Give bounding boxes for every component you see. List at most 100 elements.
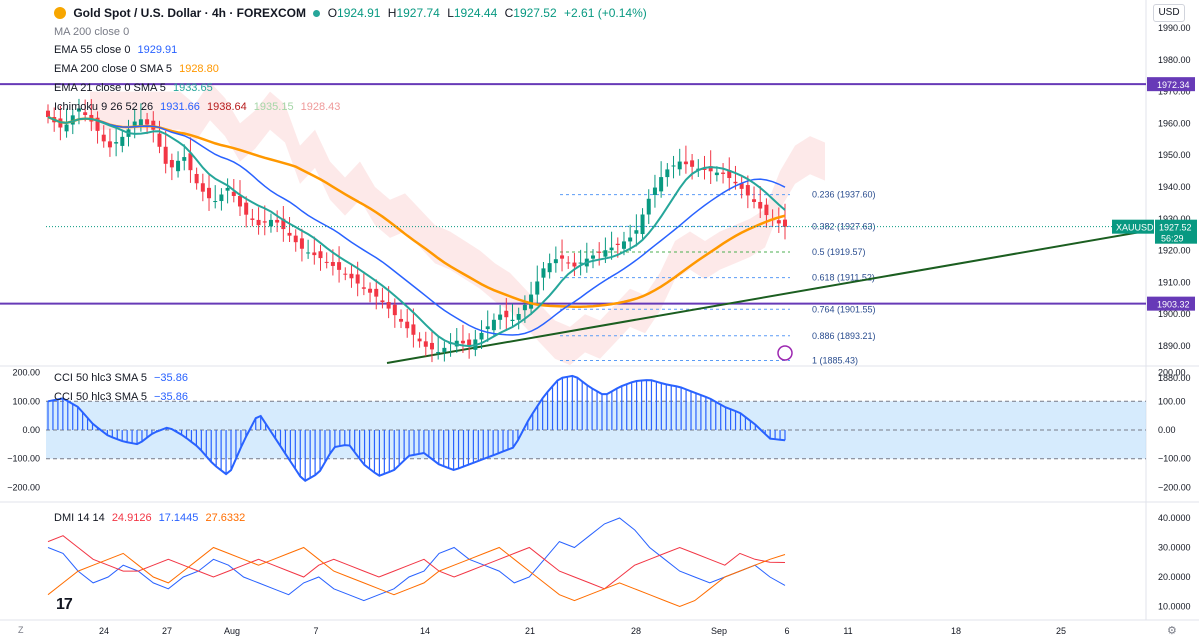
cci-tick-label-left: 100.00 <box>12 396 40 406</box>
candle-body <box>479 332 484 340</box>
ema21-name: EMA 21 close 0 SMA 5 <box>54 82 166 94</box>
candle-body <box>498 314 503 320</box>
candle-body <box>324 261 329 263</box>
candle-body <box>436 351 441 354</box>
price-tick-label: 1890.00 <box>1158 341 1191 351</box>
candle-body <box>337 262 342 270</box>
candle-body <box>510 319 515 322</box>
ichimoku-cloud <box>90 82 825 366</box>
cci2-name: CCI 50 hlc3 SMA 5 <box>54 391 147 403</box>
candle-body <box>535 281 540 295</box>
ema55-legend[interactable]: EMA 55 close 0 1929.91 <box>54 44 181 56</box>
price-tick-label: 1920.00 <box>1158 246 1191 256</box>
dmi-value-3: 27.6332 <box>205 512 246 524</box>
candle-body <box>231 191 236 196</box>
horizontal-level-tag <box>1147 77 1195 92</box>
candle-body <box>306 252 311 254</box>
ema21-legend[interactable]: EMA 21 close 0 SMA 5 1933.65 <box>54 82 217 94</box>
c-value: 1927.52 <box>513 6 557 20</box>
cci-tick-label-left: 0.00 <box>22 425 40 435</box>
candle-body <box>733 181 738 184</box>
cci-tick-label-left: −200.00 <box>7 482 40 492</box>
cci-legend-1[interactable]: CCI 50 hlc3 SMA 5 −35.86 <box>54 372 192 384</box>
market-status-icon <box>313 10 321 17</box>
time-tick-label: 27 <box>162 626 172 636</box>
price-tick-label: 1880.00 <box>1158 373 1191 383</box>
candle-body <box>621 241 626 249</box>
timezone-button[interactable]: Z <box>18 625 24 635</box>
ema200-legend[interactable]: EMA 200 close 0 SMA 5 1928.80 <box>54 63 223 75</box>
ema200-name: EMA 200 close 0 SMA 5 <box>54 63 173 75</box>
o-value: 1924.91 <box>337 6 381 20</box>
candle-body <box>652 187 657 195</box>
symbol-title[interactable]: Gold Spot / U.S. Dollar · 4h · FOREXCOM <box>73 6 307 20</box>
c-label: C <box>504 6 514 20</box>
ichimoku-legend[interactable]: Ichimoku 9 26 52 26 1931.66 1938.64 1935… <box>54 101 344 113</box>
cci-legend-2[interactable]: CCI 50 hlc3 SMA 5 −35.86 <box>54 391 192 403</box>
price-tick-label: 1910.00 <box>1158 277 1191 287</box>
tradingview-logo[interactable]: 17 <box>56 596 73 613</box>
price-tick-label: 1940.00 <box>1158 182 1191 192</box>
candle-body <box>783 219 787 227</box>
candle-body <box>343 273 348 275</box>
candle-body <box>349 273 354 279</box>
ma200-legend[interactable]: MA 200 close 0 <box>54 26 133 38</box>
ema21-value: 1933.65 <box>172 82 213 94</box>
candle-body <box>405 321 410 329</box>
dmi-name: DMI 14 14 <box>54 512 105 524</box>
candle-body <box>318 251 323 259</box>
candle-body <box>46 110 50 118</box>
candle-body <box>603 250 608 257</box>
candle-body <box>76 108 81 112</box>
horizontal-level-tag <box>1147 296 1195 311</box>
cci1-name: CCI 50 hlc3 SMA 5 <box>54 372 147 384</box>
candle-body <box>683 161 688 165</box>
candle-body <box>739 183 744 189</box>
countdown-label: 56:29 <box>1161 234 1184 244</box>
adx-line <box>47 546 786 608</box>
gear-icon[interactable]: ⚙ <box>1167 625 1177 637</box>
candle-body <box>64 124 69 132</box>
h-value: 1927.74 <box>396 6 440 20</box>
cci-tick-label: −200.00 <box>1158 482 1191 492</box>
ichimoku-name: Ichimoku 9 26 52 26 <box>54 101 154 113</box>
currency-button[interactable]: USD <box>1153 4 1185 22</box>
candle-body <box>640 214 645 235</box>
cci-line <box>47 374 786 483</box>
fib-level-label: 0.236 (1937.60) <box>812 190 876 200</box>
ema21-line <box>47 116 786 348</box>
candle-body <box>256 219 261 226</box>
candle-body <box>380 300 385 303</box>
fib-level-label: 0.382 (1927.63) <box>812 221 876 231</box>
fib-level-label: 1 (1885.43) <box>812 356 858 366</box>
trend-line[interactable] <box>386 230 1147 364</box>
last-price-box <box>1155 219 1197 244</box>
fib-level-label: 0.764 (1901.55) <box>812 304 876 314</box>
candle-body <box>411 324 416 335</box>
price-tick-label: 1970.00 <box>1158 87 1191 97</box>
candle-body <box>182 157 187 161</box>
candle-body <box>132 121 137 126</box>
ema200-value: 1928.80 <box>179 63 219 75</box>
candle-body <box>764 204 769 216</box>
candle-body <box>213 201 218 203</box>
candle-body <box>560 255 565 259</box>
time-tick-label: 25 <box>1056 626 1066 636</box>
candle-body <box>120 136 125 146</box>
last-price-label: 1927.52 <box>1159 223 1192 233</box>
cci-tick-label: 0.00 <box>1158 425 1176 435</box>
candle-body <box>399 318 404 322</box>
candle-body <box>615 243 620 245</box>
candle-body <box>107 141 112 148</box>
dmi-legend[interactable]: DMI 14 14 24.9126 17.1445 27.6332 <box>54 512 249 524</box>
candle-body <box>677 161 682 170</box>
candle-body <box>628 237 633 242</box>
candle-body <box>194 173 199 184</box>
dmi-value-1: 24.9126 <box>111 512 152 524</box>
dmi-tick-label: 30.0000 <box>1158 543 1191 553</box>
fib-level-label: 0.5 (1919.57) <box>812 247 866 257</box>
candle-body <box>361 287 366 289</box>
flash-icon[interactable] <box>777 345 793 361</box>
candle-body <box>758 201 763 209</box>
